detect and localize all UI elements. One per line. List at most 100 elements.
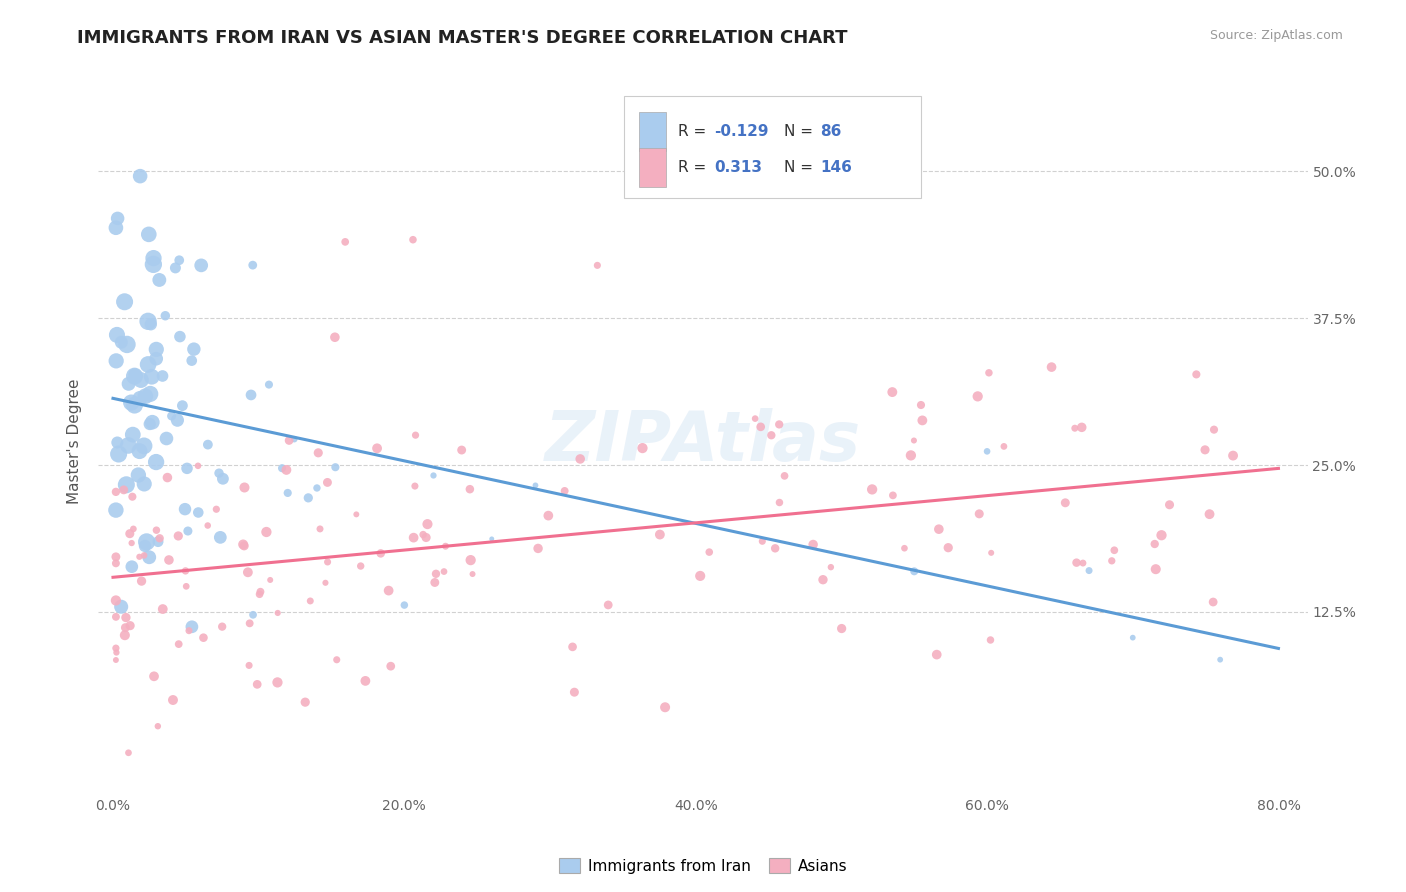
Point [461,567,484,582]
Point [598,598,620,612]
FancyBboxPatch shape [624,96,921,198]
Point [1066,556,1088,570]
Point [187,506,209,520]
Point [114,294,136,309]
Point [160,409,183,423]
Point [1202,595,1225,609]
Point [697,545,720,559]
Point [1143,537,1166,551]
Point [115,337,138,351]
Point [148,273,170,287]
Point [142,257,165,271]
Point [134,477,156,491]
Point [142,251,165,265]
Point [121,559,143,574]
Point [648,527,671,541]
Point [1185,368,1208,382]
Point [135,534,157,549]
Point [404,479,426,493]
Point [121,490,143,504]
Point [104,484,127,499]
Point [110,599,132,614]
Point [882,488,904,502]
Point [773,468,796,483]
Point [132,549,155,563]
Point [128,549,150,564]
Point [561,640,583,654]
Point [299,594,322,608]
Point [910,398,932,412]
Point [903,434,925,448]
Text: N =: N = [785,161,818,175]
Point [124,398,146,412]
Point [132,439,155,453]
Point [122,522,145,536]
Text: R =: R = [678,124,710,138]
Text: 146: 146 [820,161,852,175]
Point [136,358,159,372]
Point [458,482,481,496]
Point [422,468,444,483]
Point [187,458,209,473]
Point [209,530,232,544]
Text: R =: R = [678,161,710,175]
Point [110,335,132,350]
Point [105,645,128,659]
FancyBboxPatch shape [638,112,665,151]
Point [149,531,172,545]
Point [138,417,160,431]
Point [751,534,773,549]
Point [1122,631,1144,645]
Point [104,653,127,667]
Point [370,546,392,560]
Point [1070,420,1092,434]
Point [143,669,166,683]
Point [377,583,399,598]
Point [167,529,190,543]
Point [586,258,609,272]
Point [425,566,447,581]
Point [763,541,786,556]
Point [180,353,202,368]
Point [197,518,219,533]
Point [174,579,197,593]
Point [174,502,197,516]
Point [1222,449,1244,463]
Point [1071,556,1094,570]
Point [155,432,177,446]
Point [911,413,934,427]
Point [569,451,592,466]
Point [165,260,187,275]
Point [155,309,177,323]
Point [121,427,143,442]
Point [768,417,790,432]
Point [271,461,294,475]
Point [129,392,152,406]
Point [211,620,233,634]
Point [415,531,437,545]
Point [976,444,998,458]
Point [236,566,259,580]
Point [233,539,256,553]
Point [936,541,959,555]
Point [190,258,212,272]
Point [169,329,191,343]
Point [134,389,156,403]
Text: 86: 86 [820,124,842,138]
Point [554,483,576,498]
Point [316,555,339,569]
Point [460,553,482,567]
Text: 0.313: 0.313 [714,161,762,175]
Point [316,475,339,490]
Point [967,507,990,521]
Point [928,522,950,536]
Point [139,387,162,401]
Point [297,491,319,505]
Point [174,564,197,578]
Point [177,524,200,538]
Point [117,438,139,452]
Point [689,569,711,583]
Point [527,541,550,556]
Point [239,616,262,631]
Point [325,653,347,667]
